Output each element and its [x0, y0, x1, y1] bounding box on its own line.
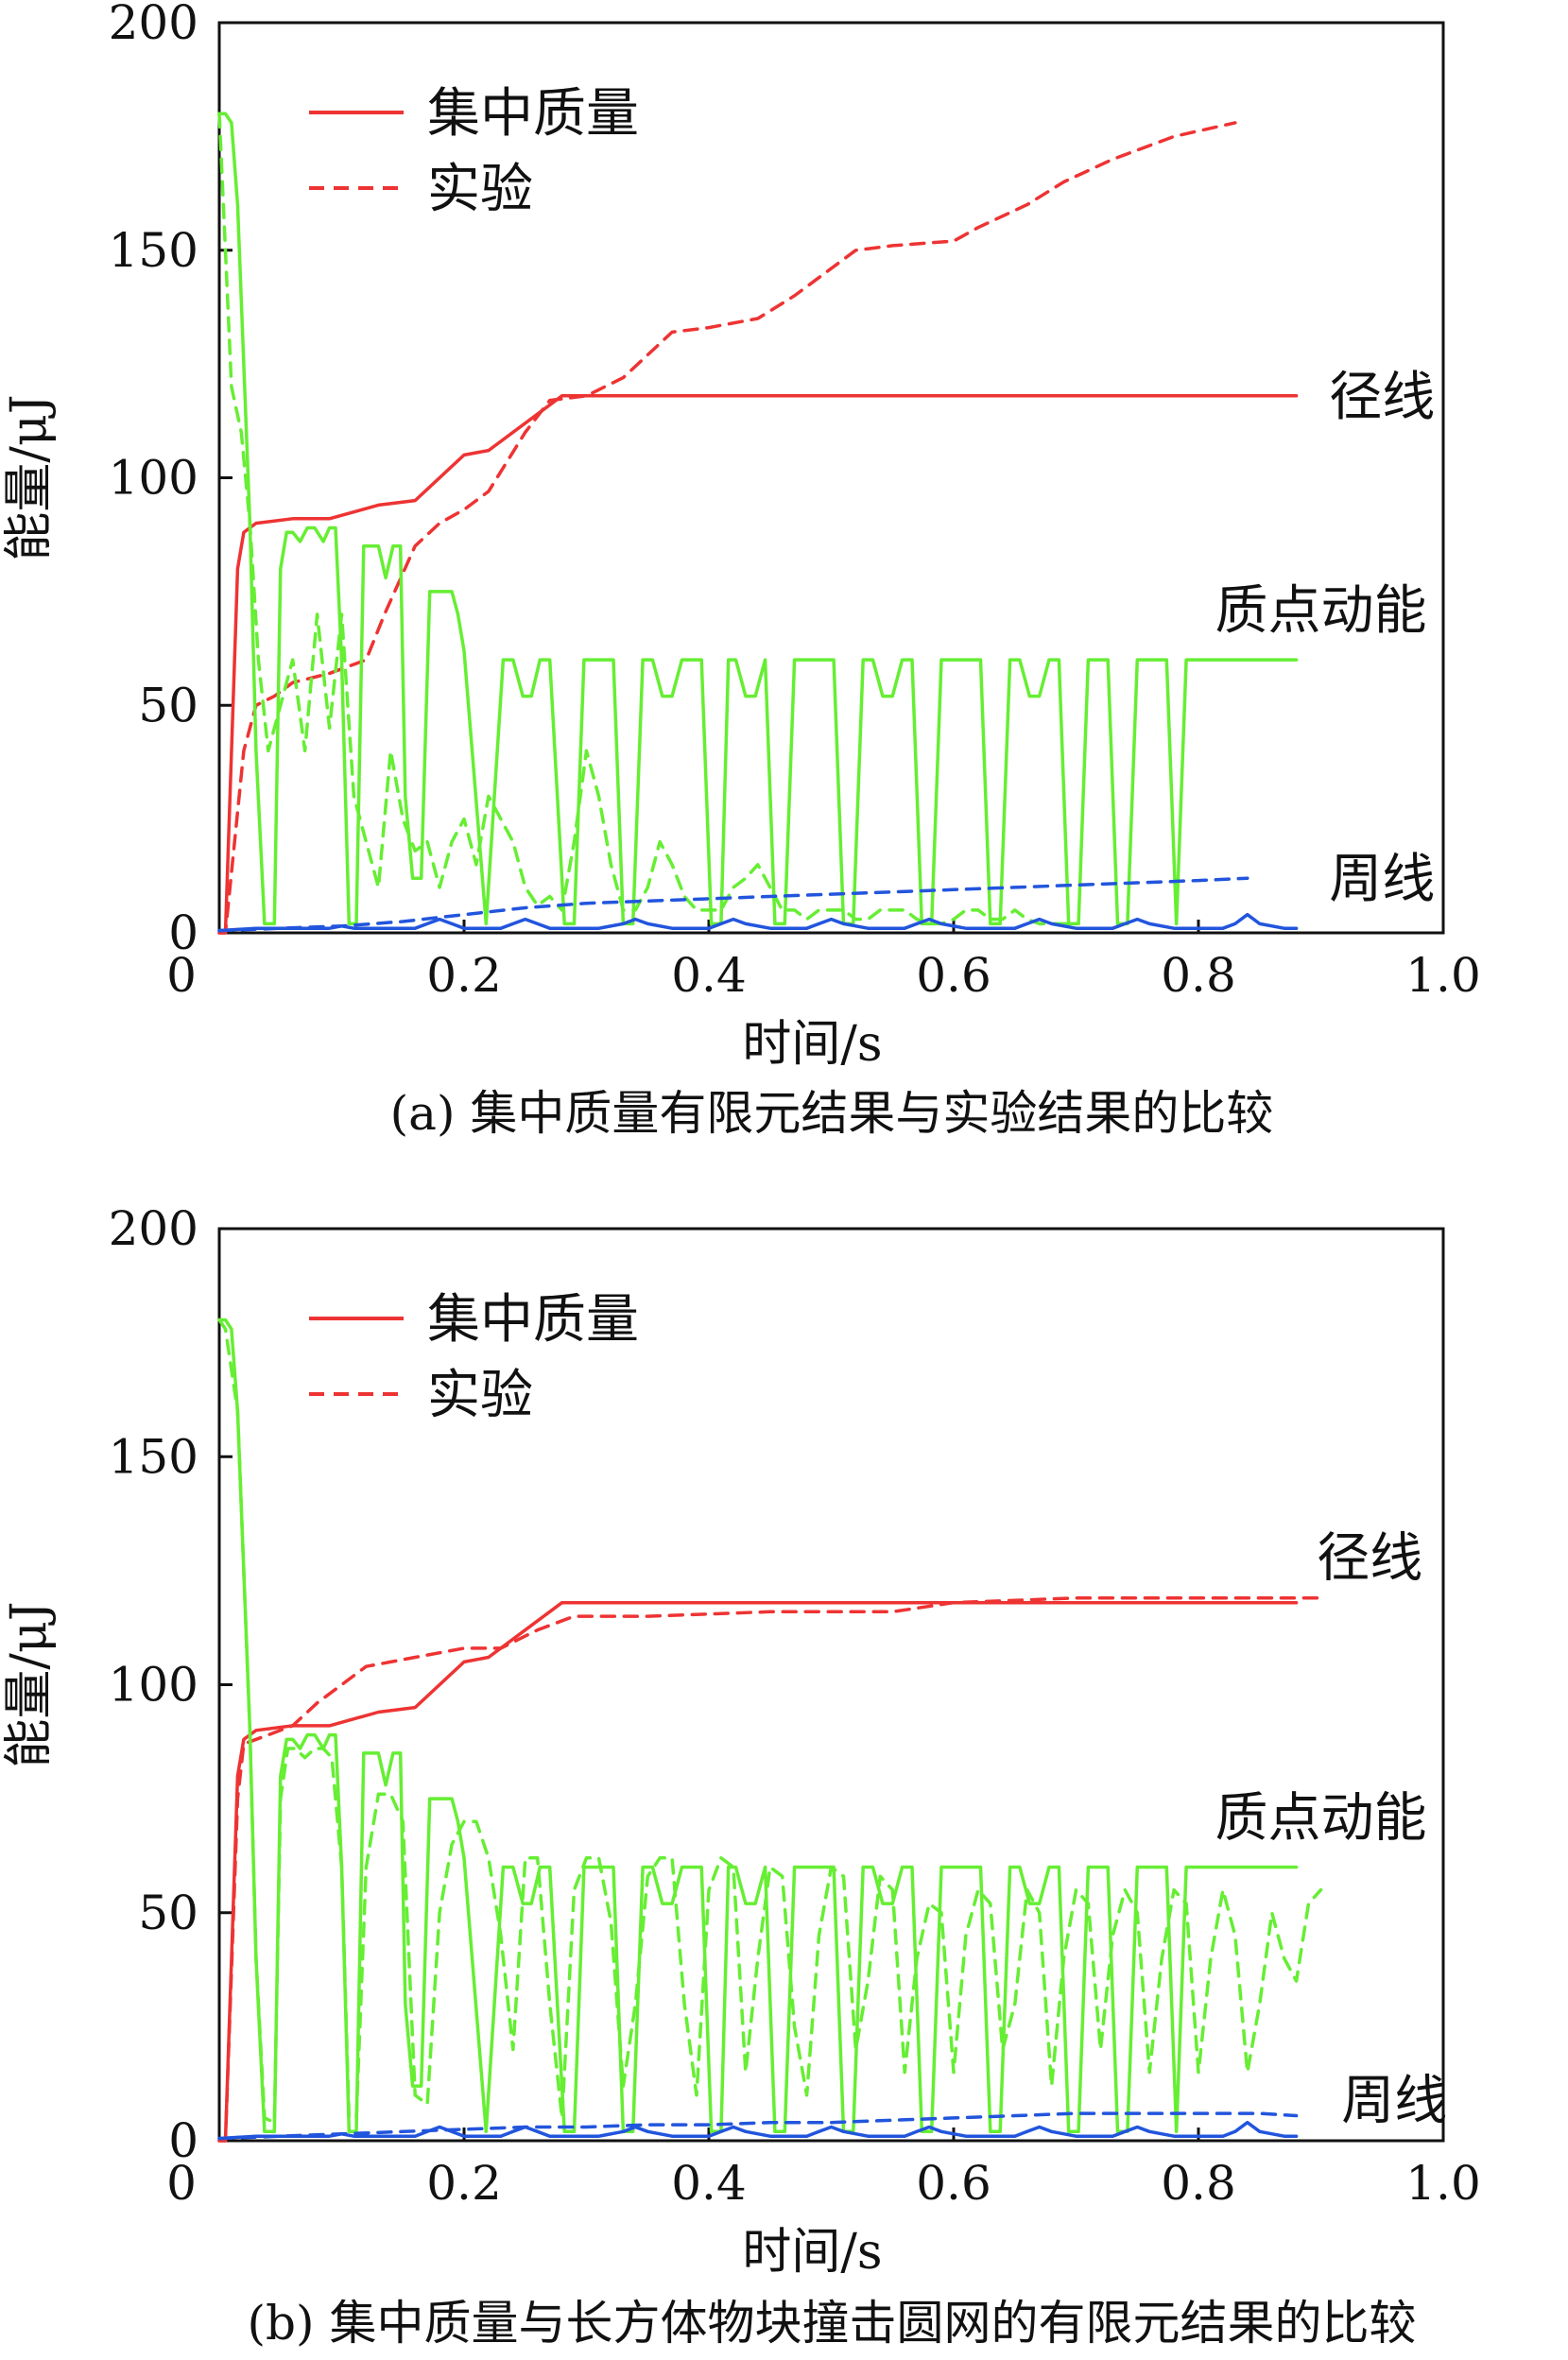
y-tick-label: 50: [138, 1886, 198, 1940]
annotation-label: 质点动能: [1215, 1787, 1427, 1849]
x-tick-label: 0.4: [671, 948, 747, 1003]
series-line-4-solid: [217, 912, 1299, 933]
chart-panel-a: 0 50 100 150 200 0 0.2 0.4 0.6 0.8 1.0 时间/s 能量/μJ 集中质…: [1, 0, 1481, 1141]
y-axis-label: 能量/μJ: [1, 394, 58, 560]
series-line-5-dashed: [217, 876, 1249, 933]
x-tick-label: 0.8: [1161, 2156, 1236, 2211]
x-axis-label: 时间/s: [742, 1016, 882, 1073]
x-tick-label: 0.2: [426, 2156, 502, 2211]
series-line-0-solid: [217, 1600, 1299, 2143]
series-line-2-solid: [217, 112, 1299, 926]
figure-caption: (a) 集中质量有限元结果与实验结果的比较: [390, 1086, 1274, 1141]
x-tick-label: 0.2: [426, 948, 502, 1003]
y-tick-label: 0: [168, 905, 198, 960]
series-line-4-solid: [217, 2120, 1299, 2141]
y-axis-label: 能量/μJ: [1, 1601, 58, 1767]
annotation-label: 质点动能: [1215, 580, 1427, 642]
figure-caption: (b) 集中质量与长方体物块撞击圆网的有限元结果的比较: [248, 2296, 1417, 2351]
series-line-5-dashed: [217, 2111, 1299, 2141]
legend-label: 实验: [427, 159, 533, 220]
y-tick-label: 150: [109, 223, 198, 278]
series-line-1-dashed: [217, 1596, 1323, 2143]
x-tick-label: 1.0: [1405, 2156, 1481, 2211]
y-tick-label: 200: [109, 1201, 198, 1256]
series-line-0-solid: [217, 394, 1299, 935]
legend-label: 实验: [427, 1365, 533, 1426]
x-tick-label-origin: 0: [166, 2156, 197, 2211]
y-tick-label: 150: [109, 1429, 198, 1484]
x-tick-label: 1.0: [1405, 948, 1481, 1003]
series-line-3-dashed: [217, 1318, 1323, 2125]
x-tick-label: 0.6: [916, 948, 991, 1003]
y-tick-label: 0: [168, 2113, 198, 2168]
chart-panel-b: 0 50 100 150 200 0 0.2 0.4 0.6 0.8 1.0 时间/s 能量/μJ 集中质…: [1, 1201, 1481, 2351]
y-tick-label: 200: [109, 0, 198, 50]
x-tick-label: 0.6: [916, 2156, 991, 2211]
annotation-label: 周线: [1329, 849, 1435, 910]
x-tick-label: 0.8: [1161, 948, 1236, 1003]
series-line-2-solid: [217, 1318, 1299, 2134]
y-tick-label: 100: [109, 1658, 198, 1713]
series-line-3-dashed: [217, 112, 1078, 926]
x-axis-label: 时间/s: [742, 2224, 882, 2281]
annotation-label: 径线: [1329, 367, 1435, 428]
plot-frame: [217, 1227, 1445, 2143]
y-tick-label: 50: [138, 678, 198, 732]
annotation-label: 周线: [1341, 2071, 1447, 2132]
legend-label: 集中质量: [427, 83, 639, 145]
x-tick-label-origin: 0: [166, 948, 197, 1003]
annotation-label: 径线: [1317, 1527, 1422, 1589]
legend-label: 集中质量: [427, 1289, 639, 1351]
x-tick-label: 0.4: [671, 2156, 747, 2211]
series-line-1-dashed: [217, 121, 1237, 935]
y-tick-label: 100: [109, 451, 198, 506]
plot-frame: [217, 21, 1445, 935]
